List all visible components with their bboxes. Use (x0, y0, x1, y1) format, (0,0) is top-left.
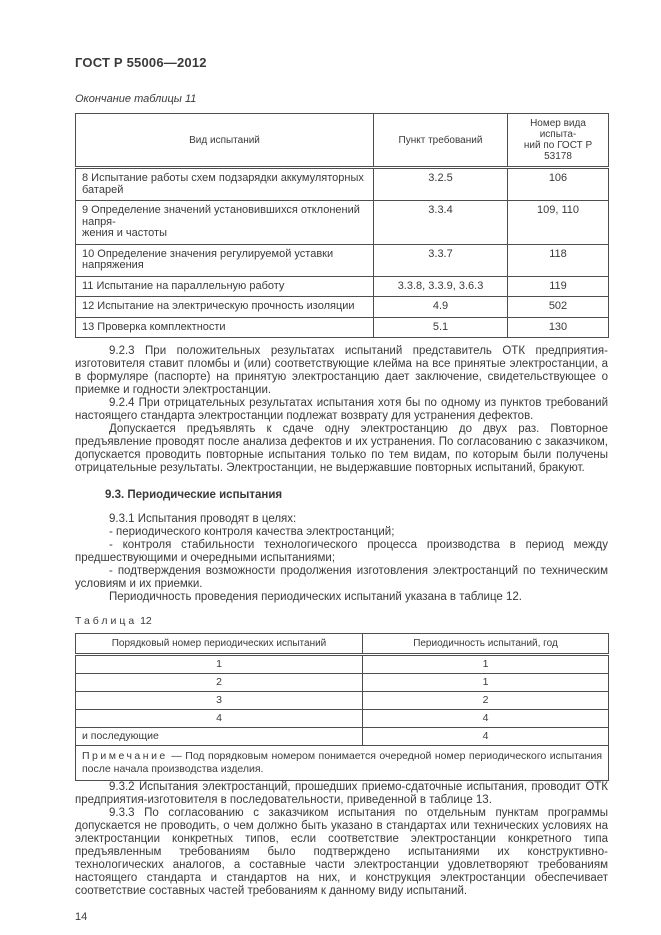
cell-periodicity: 4 (362, 709, 609, 728)
column-header-test-number: Номер вида испыта- ний по ГОСТ Р 53178 (507, 113, 609, 169)
document-title: ГОСТ Р 55006—2012 (75, 55, 207, 70)
cell-clause: 3.3.8, 3.3.9, 3.6.3 (373, 275, 508, 297)
column-header-requirement-clause: Пункт требований (373, 113, 508, 169)
cell-clause: 5.1 (373, 316, 508, 338)
cell-test-number: 130 (507, 316, 609, 338)
table-row: 1 1 (75, 654, 609, 674)
note-text: — Под порядковым номером понимается очер… (82, 750, 603, 775)
cell-ordinal: 3 (75, 691, 363, 710)
table-12-label-number: 12 (140, 615, 152, 627)
table-11-continuation-caption: Окончание таблицы 11 (75, 93, 197, 105)
cell-test-name: 12 Испытание на электрическую прочность … (75, 296, 374, 318)
table-row: 9 Определение значений установившихся от… (75, 200, 609, 245)
table-row: 13 Проверка комплектности 5.1 130 (75, 316, 609, 338)
paragraph-9-2-4: 9.2.4 При отрицательных результатах испы… (75, 397, 608, 422)
section-9-2-paragraphs: 9.2.3 При положительных результатах испы… (75, 345, 608, 475)
list-item: - подтверждения возможности продолжения … (75, 565, 608, 590)
note-label: Примечание (82, 750, 168, 762)
table-row: и последующие 4 (75, 727, 609, 746)
cell-test-name: 9 Определение значений установившихся от… (75, 200, 374, 245)
cell-test-name: 11 Испытание на параллельную работу (75, 275, 374, 297)
table-12-header-row: Порядковый номер периодических испытаний… (75, 633, 609, 656)
cell-test-number: 109, 110 (507, 200, 609, 245)
cell-ordinal: и последующие (75, 727, 363, 746)
table-row: 8 Испытание работы схем подзарядки аккум… (75, 167, 609, 201)
column-header-test-type: Вид испытаний (75, 113, 374, 169)
table-11: Вид испытаний Пункт требований Номер вид… (75, 113, 609, 338)
cell-test-name: 13 Проверка комплектности (75, 316, 374, 338)
cell-test-number: 119 (507, 275, 609, 297)
cell-periodicity: 1 (362, 654, 609, 674)
cell-test-number: 502 (507, 296, 609, 318)
paragraph-9-3-3: 9.3.3 По согласованию с заказчиком испыт… (75, 807, 608, 897)
table-11-header-row: Вид испытаний Пункт требований Номер вид… (75, 113, 609, 169)
paragraph-9-2-4-continued: Допускается предъявлять к сдаче одну эле… (75, 423, 608, 474)
cell-clause: 3.2.5 (373, 167, 508, 201)
cell-periodicity: 4 (362, 727, 609, 746)
table-12-label-word: Таблица (75, 615, 138, 627)
table-row: 10 Определение значения регулируемой уст… (75, 243, 609, 277)
cell-ordinal: 1 (75, 654, 363, 674)
table-row: 11 Испытание на параллельную работу 3.3.… (75, 275, 609, 297)
paragraph-9-2-3: 9.2.3 При положительных результатах испы… (75, 345, 608, 396)
section-9-3-1: 9.3.1 Испытания проводят в целях: - пери… (75, 513, 608, 604)
table-row: 4 4 (75, 709, 609, 728)
cell-ordinal: 2 (75, 673, 363, 692)
table-row: 2 1 (75, 673, 609, 692)
cell-periodicity: 1 (362, 673, 609, 692)
table-12-note-row: Примечание — Под порядковым номером пони… (75, 745, 609, 781)
cell-clause: 4.9 (373, 296, 508, 318)
table-12: Порядковый номер периодических испытаний… (75, 633, 609, 781)
section-9-3-paragraphs: 9.3.2 Испытания электростанций, прошедши… (75, 781, 608, 898)
section-heading-9-3: 9.3. Периодические испытания (105, 489, 283, 501)
table-12-label: Таблица 12 (75, 616, 608, 627)
table-row: 3 2 (75, 691, 609, 710)
paragraph-9-3-2: 9.3.2 Испытания электростанций, прошедши… (75, 781, 608, 806)
table-note: Примечание — Под порядковым номером пони… (75, 745, 609, 781)
table-row: 12 Испытание на электрическую прочность … (75, 296, 609, 318)
cell-test-name: 8 Испытание работы схем подзарядки аккум… (75, 167, 374, 201)
list-item: - контроля стабильности технологического… (75, 539, 608, 564)
column-header-periodicity: Периодичность испытаний, год (362, 633, 609, 656)
list-item: - периодического контроля качества элект… (109, 526, 395, 538)
cell-test-number: 106 (507, 167, 609, 201)
paragraph-9-3-1-outro: Периодичность проведения периодических и… (109, 591, 522, 603)
cell-clause: 3.3.4 (373, 200, 508, 245)
cell-test-number: 118 (507, 243, 609, 277)
paragraph-9-3-1-intro: 9.3.1 Испытания проводят в целях: (109, 513, 297, 525)
cell-ordinal: 4 (75, 709, 363, 728)
column-header-ordinal-number: Порядковый номер периодических испытаний (75, 633, 363, 656)
cell-periodicity: 2 (362, 691, 609, 710)
cell-test-name: 10 Определение значения регулируемой уст… (75, 243, 374, 277)
cell-clause: 3.3.7 (373, 243, 508, 277)
page-number: 14 (75, 911, 88, 923)
